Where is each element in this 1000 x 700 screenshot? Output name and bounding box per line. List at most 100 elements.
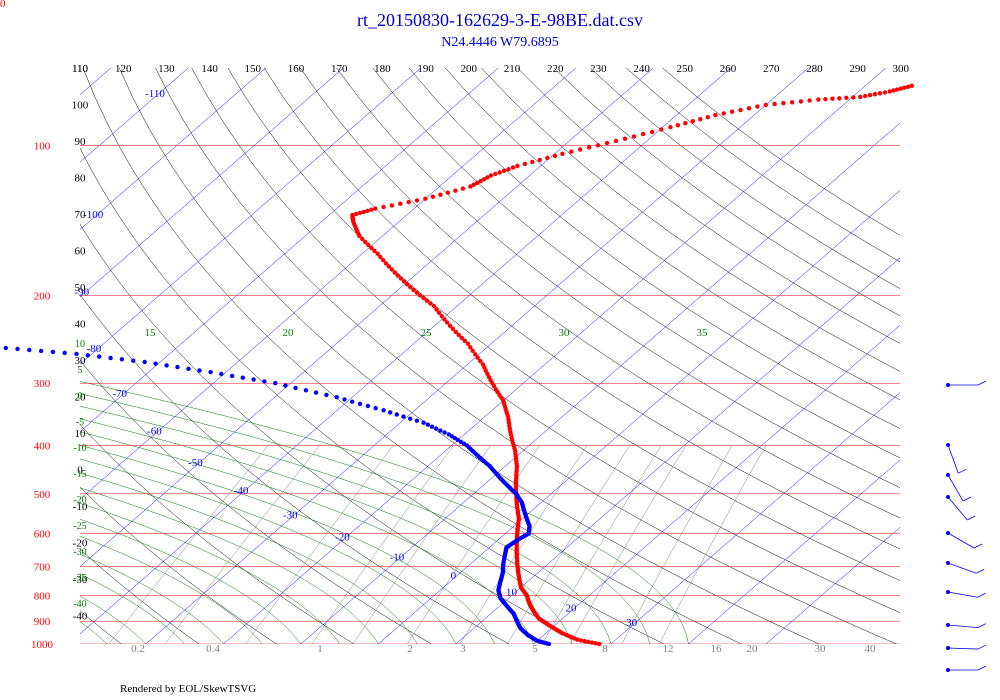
moist-top-label: 35 <box>697 327 709 339</box>
moist-adiabat <box>80 444 495 644</box>
temperature-point <box>858 94 863 100</box>
dewpoint-point <box>373 406 378 411</box>
moist-adiabat <box>80 458 457 644</box>
temperature-point <box>867 92 873 98</box>
dewpoint-point <box>208 369 213 375</box>
top-tick-label: 140 <box>201 63 218 75</box>
wind-barbs <box>946 380 987 672</box>
top-tick-label: 160 <box>288 63 305 75</box>
mixing-ratio-line <box>659 445 767 644</box>
top-tick-label: 220 <box>547 63 564 75</box>
left-dry-label: -30 <box>73 574 88 586</box>
temperature-point <box>450 326 455 331</box>
dewpoint-point <box>3 345 8 351</box>
dewpoint-point <box>15 346 20 352</box>
temperature-point <box>459 335 464 341</box>
moist-top-label: 25 <box>421 327 433 339</box>
left-moist-label: 0 <box>78 391 83 402</box>
temperature-point <box>844 95 849 101</box>
temperature-point <box>389 267 394 272</box>
temperature-point <box>378 254 383 260</box>
temperature-point <box>510 165 516 170</box>
dry-adiabat <box>155 68 898 644</box>
moist-adiabat <box>80 621 108 644</box>
wind-barb-feather <box>977 592 986 598</box>
mixing-ratio-label: 12 <box>663 643 674 655</box>
temperature-point <box>595 143 601 148</box>
temperature-point <box>515 163 520 169</box>
dewpoint-point <box>429 424 435 429</box>
sounding-traces <box>3 83 914 647</box>
dewpoint-point <box>62 350 67 356</box>
top-tick-label: 260 <box>720 63 737 75</box>
left-moist-label: -20 <box>73 495 86 506</box>
temperature-point <box>763 102 768 108</box>
moist-adiabat <box>80 472 418 644</box>
temperature-point <box>798 99 804 104</box>
wind-barb-feather <box>977 380 987 386</box>
dewpoint-point <box>381 408 386 413</box>
dewpoint-point <box>74 351 79 357</box>
isotherm-label: 0 <box>451 570 457 582</box>
dry-adiabat <box>80 360 432 644</box>
temperature-point <box>398 276 404 281</box>
grid-lines <box>80 68 900 644</box>
left-dry-label: -40 <box>73 611 88 623</box>
mixing-ratio-label: 20 <box>747 643 759 655</box>
isotherm <box>532 324 900 644</box>
moist-adiabat <box>80 381 689 644</box>
temperature-point <box>578 638 583 643</box>
temperature-point <box>366 242 371 248</box>
dewpoint-point <box>303 388 309 393</box>
mixing-ratio-line <box>311 445 454 644</box>
pressure-tick-label: 900 <box>34 616 51 628</box>
temperature-point <box>421 295 426 301</box>
wind-barb-feather <box>977 623 987 628</box>
temperature-point <box>631 134 637 139</box>
dewpoint-point <box>164 363 169 368</box>
mixing-ratio-label: 0.2 <box>131 643 145 655</box>
left-dry-label: 110 <box>72 63 89 75</box>
temperature-point <box>622 136 628 141</box>
temperature-point <box>597 641 602 647</box>
temperature-point <box>863 93 868 99</box>
dewpoint-point <box>142 359 147 365</box>
top-tick-label: 200 <box>461 63 478 75</box>
left-dry-label: 30 <box>75 355 87 367</box>
dewpoint-point <box>27 347 32 353</box>
dewpoint-point <box>350 399 355 404</box>
left-moist-label: -30 <box>73 547 86 558</box>
moist-top-label: 15 <box>145 327 157 339</box>
dry-adiabat <box>263 68 900 550</box>
temperature-point <box>746 106 752 111</box>
temperature-point <box>401 279 407 284</box>
isotherm <box>80 68 344 298</box>
isotherm <box>80 68 189 163</box>
mixing-ratio-label: 8 <box>602 643 608 655</box>
left-moist-label: -15 <box>73 469 86 480</box>
dewpoint-point <box>434 426 439 431</box>
temperature-point <box>578 147 583 152</box>
pressure-tick-label: 100 <box>34 140 51 152</box>
temperature-point <box>872 92 878 97</box>
isotherm-label: -90 <box>74 286 89 298</box>
isotherm <box>80 68 422 365</box>
wind-barb-feather <box>962 496 972 502</box>
mixing-ratio-line <box>541 445 662 644</box>
temperature-point <box>414 290 420 295</box>
left-dry-label: 20 <box>75 392 87 404</box>
temperature-point <box>444 320 450 325</box>
dewpoint-point <box>119 357 125 362</box>
wind-barb-feather <box>977 665 987 671</box>
temperature-point <box>381 204 386 210</box>
isotherm-label: 20 <box>565 602 577 614</box>
temperature-point <box>690 119 695 124</box>
isotherm-label: -70 <box>112 388 127 400</box>
top-tick-label: 290 <box>849 63 866 75</box>
dewpoint-point <box>262 379 267 384</box>
wind-barb <box>946 590 986 598</box>
temperature-point <box>569 149 574 154</box>
top-tick-label: 170 <box>331 63 348 75</box>
temperature-point <box>593 641 598 646</box>
